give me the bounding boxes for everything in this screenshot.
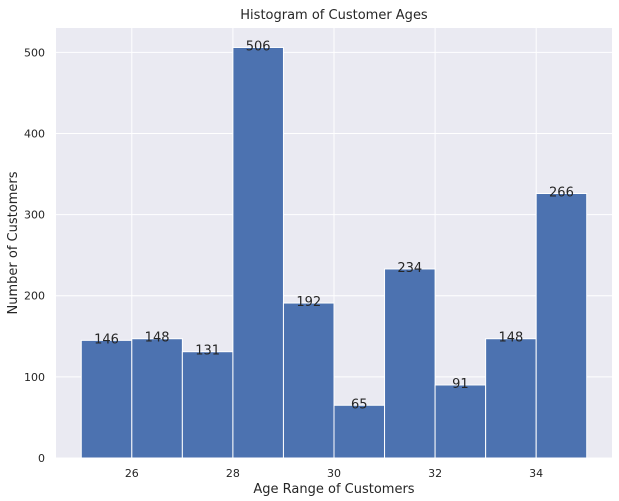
y-tick-label: 100	[24, 371, 45, 384]
chart-title: Histogram of Customer Ages	[240, 8, 428, 23]
histogram-bar	[232, 46, 284, 459]
histogram-bar	[434, 384, 487, 459]
bar-data-label: 148	[498, 331, 523, 346]
y-axis-label: Number of Customers	[6, 171, 21, 314]
x-axis-label: Age Range of Customers	[253, 482, 414, 497]
bar-data-label: 91	[452, 377, 469, 392]
x-tick-label: 30	[327, 467, 341, 480]
bar-data-label: 506	[246, 39, 271, 54]
bar-data-label: 148	[145, 331, 170, 346]
y-tick-label: 200	[24, 290, 45, 303]
histogram-bar	[282, 302, 335, 459]
y-tick-label: 0	[38, 452, 45, 465]
y-tick-label: 500	[24, 46, 45, 59]
y-tick-label: 300	[24, 209, 45, 222]
x-tick-label: 34	[529, 467, 543, 480]
y-axis-ticks: 0 100 200 300 400 500	[24, 46, 45, 465]
bar-data-label: 65	[351, 397, 368, 412]
y-tick-label: 400	[24, 127, 45, 140]
bar-data-label: 192	[296, 295, 321, 310]
bar-data-label: 146	[94, 332, 119, 347]
x-axis-ticks: 26 28 30 32 34	[125, 467, 543, 480]
x-tick-label: 26	[125, 467, 139, 480]
bar-data-label: 131	[195, 344, 220, 359]
histogram-bar	[80, 339, 133, 459]
histogram-bar	[181, 351, 234, 459]
histogram-bar	[384, 268, 436, 459]
bar-data-label: 234	[397, 261, 422, 276]
histogram-bar	[485, 338, 537, 459]
histogram-bar	[131, 338, 183, 459]
histogram-bar	[535, 193, 588, 459]
bars-group	[80, 46, 588, 459]
data-labels-group: 146 148 131 506 192 65 234 91 148 266	[94, 39, 574, 412]
histogram-bar	[333, 404, 386, 459]
bar-data-label: 266	[549, 186, 574, 201]
x-tick-label: 28	[226, 467, 240, 480]
x-tick-label: 32	[428, 467, 442, 480]
